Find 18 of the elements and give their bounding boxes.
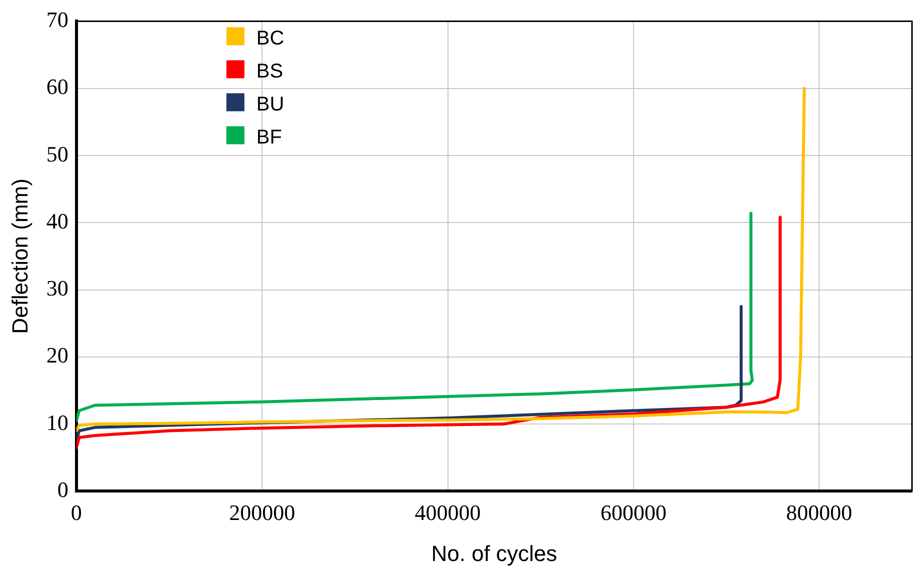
y-tick-label: 70 <box>46 6 68 32</box>
y-tick-label: 40 <box>46 208 68 234</box>
legend-label: BU <box>256 94 284 116</box>
legend-label: BS <box>256 60 284 83</box>
x-tick-label: 400000 <box>414 500 481 526</box>
x-tick-label: 200000 <box>229 500 296 526</box>
x-tick-label: 800000 <box>786 500 852 526</box>
y-axis-title: Deflection (mm) <box>7 178 32 334</box>
y-tick-label: 60 <box>46 74 68 100</box>
x-tick-label: 600000 <box>600 500 666 526</box>
legend-label: BF <box>256 126 282 149</box>
y-tick-label: 50 <box>46 141 68 166</box>
y-tick-label: 10 <box>46 410 68 435</box>
y-tick-label: 30 <box>46 276 68 301</box>
legend-label: BC <box>256 28 284 50</box>
y-tick-label: 0 <box>57 476 68 502</box>
x-axis-title: No. of cycles <box>431 540 558 566</box>
y-tick-label: 20 <box>46 342 68 368</box>
